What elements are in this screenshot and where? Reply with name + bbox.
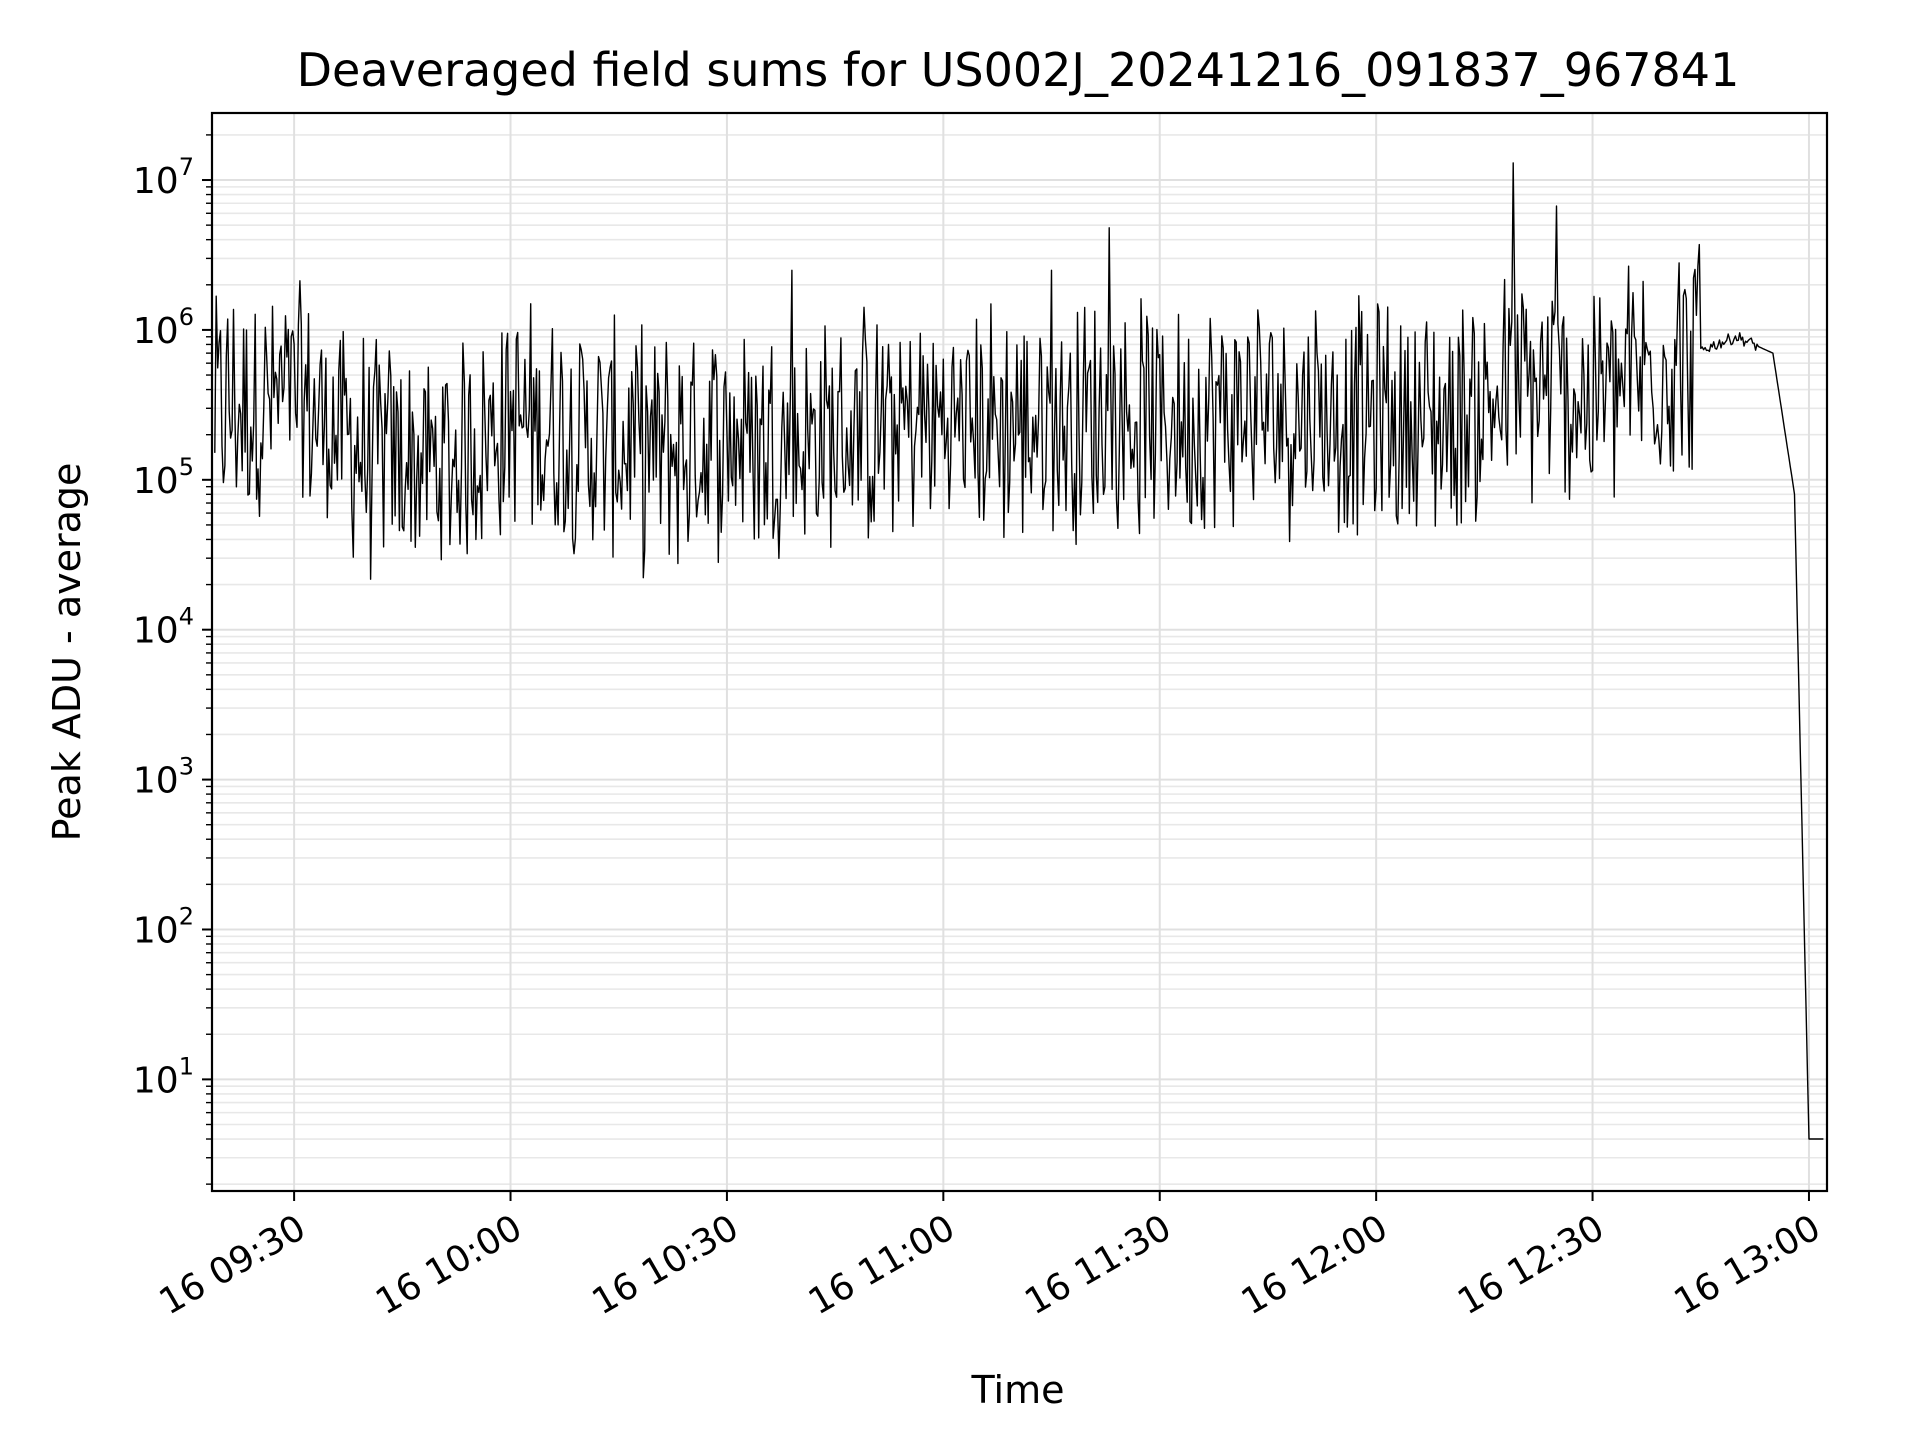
- y-tick-label: 105: [133, 453, 194, 502]
- x-axis-label: Time: [971, 1368, 1065, 1412]
- x-tick-label: 16 12:00: [1235, 1207, 1395, 1323]
- y-tick-label: 106: [133, 303, 194, 352]
- y-tick-base: 10: [133, 910, 179, 951]
- plot-frame: [210, 111, 1829, 1193]
- y-tick-base: 10: [133, 461, 179, 502]
- y-tick-base: 10: [133, 761, 179, 802]
- x-tick-label: 16 11:30: [1018, 1207, 1178, 1323]
- y-tick-exponent: 2: [179, 902, 194, 930]
- series-line: [214, 162, 1824, 1140]
- y-tick-exponent: 1: [179, 1052, 194, 1080]
- x-tick-label: 16 12:30: [1451, 1207, 1611, 1323]
- y-tick-label: 103: [133, 753, 194, 802]
- x-tick-label: 16 10:00: [369, 1207, 529, 1323]
- y-tick-label: 104: [133, 603, 194, 652]
- series-layer: [214, 162, 1824, 1140]
- y-tick-label: 102: [133, 902, 194, 951]
- y-tick-base: 10: [133, 161, 179, 202]
- x-tick-label: 16 09:30: [153, 1207, 313, 1323]
- y-tick-base: 10: [133, 311, 179, 352]
- y-tick-exponent: 6: [179, 303, 194, 331]
- y-axis-label: Peak ADU - average: [45, 463, 89, 842]
- y-tick-label: 101: [133, 1052, 194, 1101]
- y-tick-base: 10: [133, 611, 179, 652]
- x-tick-label: 16 10:30: [585, 1207, 745, 1323]
- y-tick-exponent: 5: [179, 453, 194, 481]
- x-tick-label: 16 13:00: [1668, 1207, 1828, 1323]
- y-tick-exponent: 7: [179, 153, 194, 181]
- x-tick-label: 16 11:00: [802, 1207, 962, 1323]
- grid: [212, 113, 1827, 1191]
- y-tick-exponent: 4: [179, 603, 194, 631]
- y-tick-exponent: 3: [179, 753, 194, 781]
- chart-title: Deaveraged field sums for US002J_2024121…: [297, 43, 1740, 97]
- y-tick-base: 10: [133, 1060, 179, 1101]
- y-tick-label: 107: [133, 153, 194, 202]
